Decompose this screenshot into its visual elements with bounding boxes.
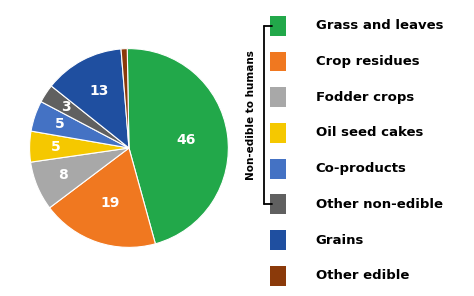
Text: 3: 3: [61, 100, 71, 114]
FancyBboxPatch shape: [271, 123, 286, 143]
FancyBboxPatch shape: [271, 16, 286, 36]
Text: 13: 13: [89, 84, 109, 98]
FancyBboxPatch shape: [271, 230, 286, 250]
Text: 46: 46: [176, 133, 196, 147]
Wedge shape: [31, 148, 129, 208]
Text: 19: 19: [100, 196, 120, 210]
Point: [269, 203, 274, 206]
Text: Fodder crops: Fodder crops: [316, 91, 414, 104]
FancyBboxPatch shape: [271, 266, 286, 286]
Text: Grass and leaves: Grass and leaves: [316, 19, 443, 32]
Wedge shape: [51, 49, 129, 148]
Text: 5: 5: [55, 117, 64, 131]
Text: 8: 8: [58, 168, 68, 183]
FancyBboxPatch shape: [271, 52, 286, 71]
Text: Co-products: Co-products: [316, 162, 407, 175]
FancyBboxPatch shape: [271, 87, 286, 107]
FancyBboxPatch shape: [271, 159, 286, 179]
Wedge shape: [121, 49, 129, 148]
Wedge shape: [29, 131, 129, 162]
Point: [261, 24, 267, 28]
Text: Other non-edible: Other non-edible: [316, 198, 443, 211]
Wedge shape: [50, 148, 155, 247]
Text: Non-edible to humans: Non-edible to humans: [246, 50, 256, 180]
Point: [261, 203, 267, 206]
Text: 5: 5: [51, 140, 60, 154]
Point: [261, 203, 267, 206]
Wedge shape: [127, 49, 228, 244]
Text: Other edible: Other edible: [316, 269, 409, 282]
Point: [269, 24, 274, 28]
Text: Crop residues: Crop residues: [316, 55, 419, 68]
Text: Oil seed cakes: Oil seed cakes: [316, 126, 423, 139]
Point: [261, 24, 267, 28]
Wedge shape: [41, 86, 129, 148]
FancyBboxPatch shape: [271, 194, 286, 214]
Wedge shape: [31, 102, 129, 148]
Text: Grains: Grains: [316, 234, 364, 247]
